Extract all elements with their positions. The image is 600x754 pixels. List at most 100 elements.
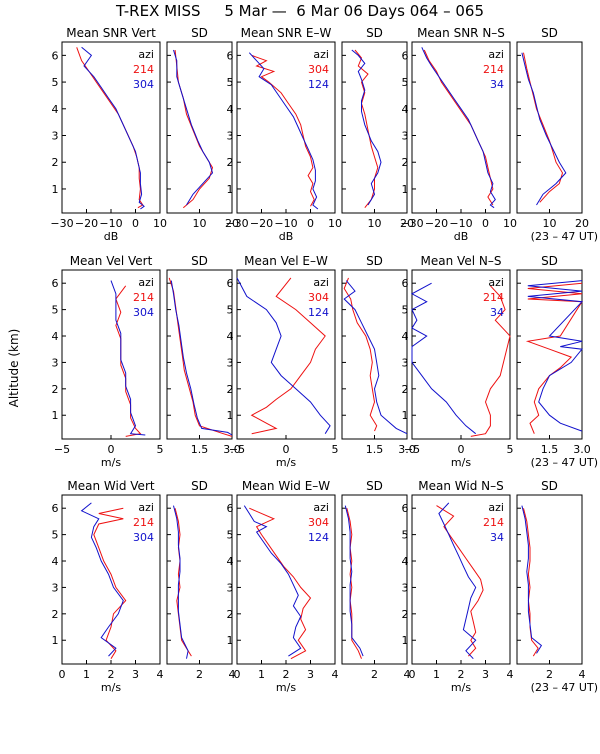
- panel-title: Mean Wid N–S: [418, 479, 503, 493]
- y-tick-label: 6: [227, 277, 234, 290]
- mean-blue-series: [410, 282, 477, 435]
- sd-x-tick-label: 1.5: [366, 443, 384, 456]
- y-tick-label: 2: [227, 156, 234, 169]
- sd-blue-series: [173, 49, 214, 206]
- sd-x-tick-label: 2: [546, 668, 553, 681]
- y-tick-label: 2: [402, 608, 409, 621]
- x-unit-label: m/s: [276, 456, 296, 469]
- sd-title: SD: [541, 254, 558, 268]
- y-tick-label: 3: [402, 356, 409, 369]
- x-tick-label: 2: [108, 668, 115, 681]
- panel-title: Mean Vel Vert: [70, 254, 153, 268]
- mean-blue-series: [110, 280, 146, 436]
- sd-x-tick-label: 3.0: [398, 443, 416, 456]
- sd-title: SD: [366, 254, 383, 268]
- sd-x-tick-label: 10: [543, 217, 557, 230]
- x-tick-label: 2: [458, 668, 465, 681]
- sd-blue-series: [343, 280, 408, 435]
- x-unit-label: m/s: [101, 456, 121, 469]
- x-tick-label: 10: [153, 217, 167, 230]
- legend-header: azi: [488, 501, 504, 514]
- sd-frame: [341, 269, 408, 440]
- y-tick-label: 1: [402, 183, 409, 196]
- sd-title: SD: [191, 26, 208, 40]
- legend-red: 214: [133, 63, 154, 76]
- sd-red-series: [343, 277, 378, 432]
- x-tick-label: 5: [507, 443, 514, 456]
- y-tick-label: 1: [227, 183, 234, 196]
- sd-x-tick-label: 1.5: [541, 443, 559, 456]
- ut-note: (23 – 47 UT): [531, 681, 598, 694]
- ut-note: (23 – 47 UT): [531, 230, 598, 243]
- y-tick-label: 4: [52, 103, 59, 116]
- legend-blue: 124: [308, 306, 329, 319]
- x-tick-label: −5: [54, 443, 70, 456]
- y-tick-label: 3: [52, 581, 59, 594]
- y-tick-label: 1: [402, 634, 409, 647]
- sd-red-series: [354, 49, 379, 209]
- x-tick-label: 10: [328, 217, 342, 230]
- sd-x-tick-label: 10: [368, 217, 382, 230]
- y-tick-label: 5: [402, 76, 409, 89]
- legend-red: 214: [483, 516, 504, 529]
- x-tick-label: 1: [83, 668, 90, 681]
- legend-header: azi: [138, 48, 154, 61]
- x-tick-label: −20: [250, 217, 273, 230]
- sd-title: SD: [541, 26, 558, 40]
- mean-blue-series: [236, 277, 331, 434]
- sd-x-tick-label: 4: [229, 668, 236, 681]
- x-tick-label: 5: [332, 443, 339, 456]
- x-unit-label: dB: [454, 230, 469, 243]
- sd-blue-series: [173, 505, 189, 659]
- y-tick-label: 4: [227, 555, 234, 568]
- x-tick-label: 0: [283, 443, 290, 456]
- legend-red: 214: [483, 63, 504, 76]
- mean-red-series: [470, 285, 511, 437]
- x-tick-label: −10: [449, 217, 472, 230]
- x-tick-label: −10: [99, 217, 122, 230]
- x-tick-label: 2: [283, 668, 290, 681]
- y-tick-label: 6: [402, 277, 409, 290]
- mean-blue-series: [438, 502, 477, 660]
- x-tick-label: 3: [132, 668, 139, 681]
- mean-red-series: [436, 505, 484, 657]
- sd-x-tick-label: 1.5: [191, 443, 209, 456]
- x-tick-label: 3: [307, 668, 314, 681]
- sd-red-series: [525, 282, 583, 434]
- sd-blue-series: [521, 505, 543, 654]
- panel-title: Mean SNR Vert: [66, 26, 156, 40]
- panel-title: Mean Vel N–S: [421, 254, 502, 268]
- figure-title: T-REX MISS 5 Mar — 6 Mar 06 Days 064 – 0…: [115, 2, 484, 20]
- x-tick-label: −20: [75, 217, 98, 230]
- x-unit-label: m/s: [276, 681, 296, 694]
- mean-red-series: [93, 507, 127, 659]
- sd-x-tick-label: 10: [193, 217, 207, 230]
- mean-blue-series: [421, 47, 496, 209]
- legend-blue: 34: [490, 531, 504, 544]
- y-tick-label: 1: [52, 634, 59, 647]
- legend-header: azi: [138, 501, 154, 514]
- y-tick-label: 5: [52, 529, 59, 542]
- y-tick-label: 3: [402, 130, 409, 143]
- y-tick-label: 4: [227, 103, 234, 116]
- sd-red-series: [523, 52, 564, 203]
- y-tick-label: 6: [402, 502, 409, 515]
- y-tick-label: 4: [402, 103, 409, 116]
- legend-red: 214: [133, 291, 154, 304]
- x-tick-label: 0: [482, 217, 489, 230]
- x-tick-label: 0: [108, 443, 115, 456]
- y-tick-label: 6: [227, 502, 234, 515]
- legend-header: azi: [138, 276, 154, 289]
- sd-blue-series: [170, 280, 233, 436]
- y-tick-label: 4: [227, 330, 234, 343]
- x-tick-label: 0: [458, 443, 465, 456]
- y-tick-label: 2: [52, 156, 59, 169]
- x-tick-label: 4: [507, 668, 514, 681]
- legend-red: 214: [133, 516, 154, 529]
- y-tick-label: 1: [227, 409, 234, 422]
- y-tick-label: 1: [402, 409, 409, 422]
- x-tick-label: 0: [132, 217, 139, 230]
- x-tick-label: −5: [229, 443, 245, 456]
- legend-blue: 304: [133, 306, 154, 319]
